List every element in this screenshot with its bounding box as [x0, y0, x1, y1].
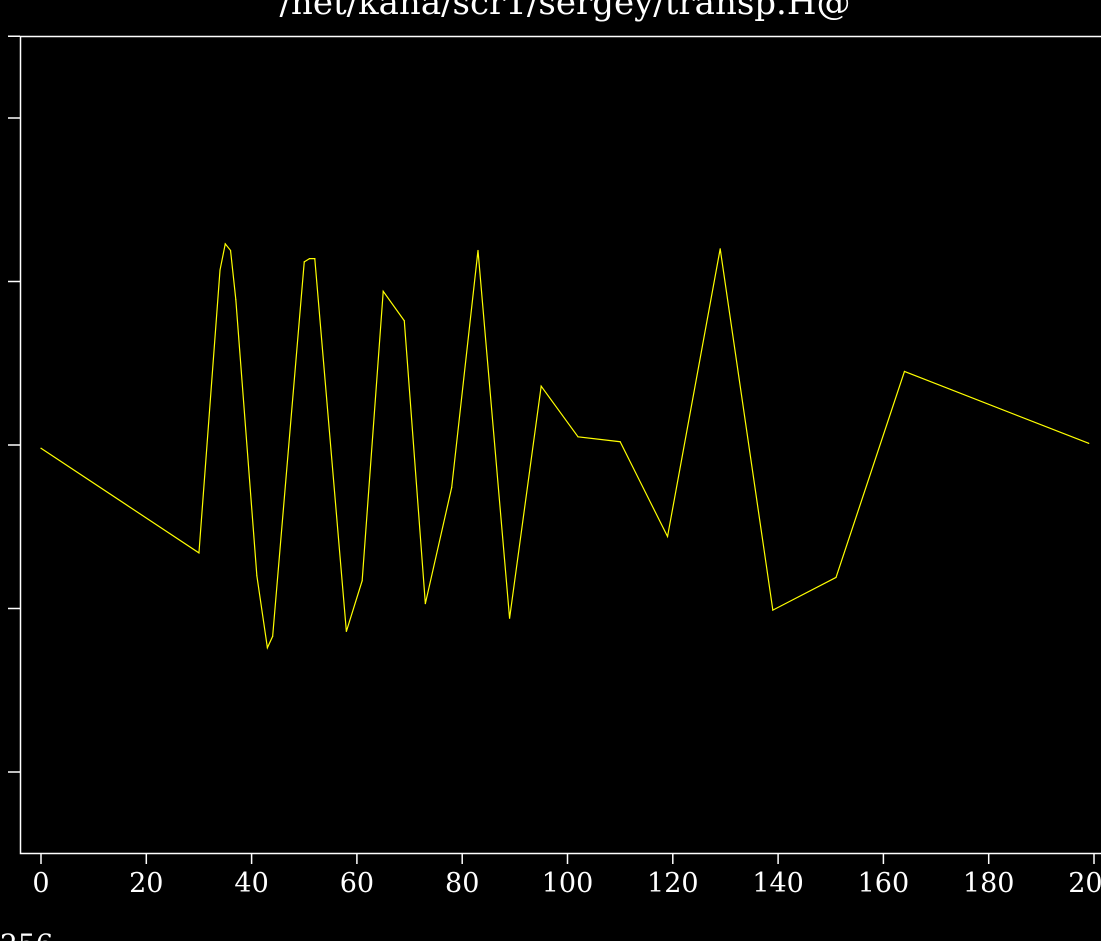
data-point	[40, 447, 42, 449]
data-point	[361, 580, 363, 582]
x-tick-label: 20	[129, 868, 163, 899]
y-axis	[8, 35, 20, 773]
data-point	[424, 602, 426, 605]
x-tick-label: 180	[963, 868, 1015, 899]
data-point	[266, 647, 268, 649]
data-point	[382, 290, 384, 292]
data-point	[666, 535, 669, 538]
data-point	[219, 269, 221, 271]
data-point	[256, 575, 258, 577]
series-group	[40, 242, 1090, 650]
series-line	[40, 242, 1089, 650]
x-tick-label: 120	[647, 868, 699, 899]
data-point	[308, 258, 311, 260]
data-point	[540, 385, 542, 387]
x-tick-label: 80	[445, 868, 479, 899]
plot-frame	[19, 35, 1101, 855]
data-point	[303, 261, 305, 263]
x-tick-label: 100	[542, 868, 594, 899]
data-point	[314, 258, 316, 260]
data-point	[619, 441, 621, 443]
data-point	[224, 243, 226, 245]
chart-title: /net/kana/scr1/sergey/transp.H@	[279, 0, 850, 23]
data-point	[229, 249, 232, 252]
footer-text: 256	[0, 928, 53, 941]
x-tick-label: 60	[340, 868, 374, 899]
data-point	[198, 552, 200, 554]
data-point	[451, 486, 453, 489]
data-point	[272, 635, 274, 637]
x-tick-label: 40	[234, 868, 268, 899]
data-point	[577, 436, 579, 438]
data-point	[1088, 442, 1090, 444]
x-tick-label: 200	[1068, 868, 1101, 899]
data-point	[903, 370, 906, 373]
x-tick-label: 140	[752, 868, 804, 899]
data-point	[508, 617, 511, 619]
data-point	[345, 630, 347, 632]
x-axis: 0 20 40 60 80 100 120 140 160 180 200	[32, 854, 1101, 899]
data-point	[477, 249, 479, 252]
data-point	[719, 248, 721, 250]
data-point	[403, 320, 405, 322]
data-point	[772, 609, 774, 611]
data-point	[235, 298, 237, 301]
x-tick-label: 160	[858, 868, 910, 899]
x-tick-label: 0	[32, 868, 49, 899]
data-point	[835, 576, 837, 579]
